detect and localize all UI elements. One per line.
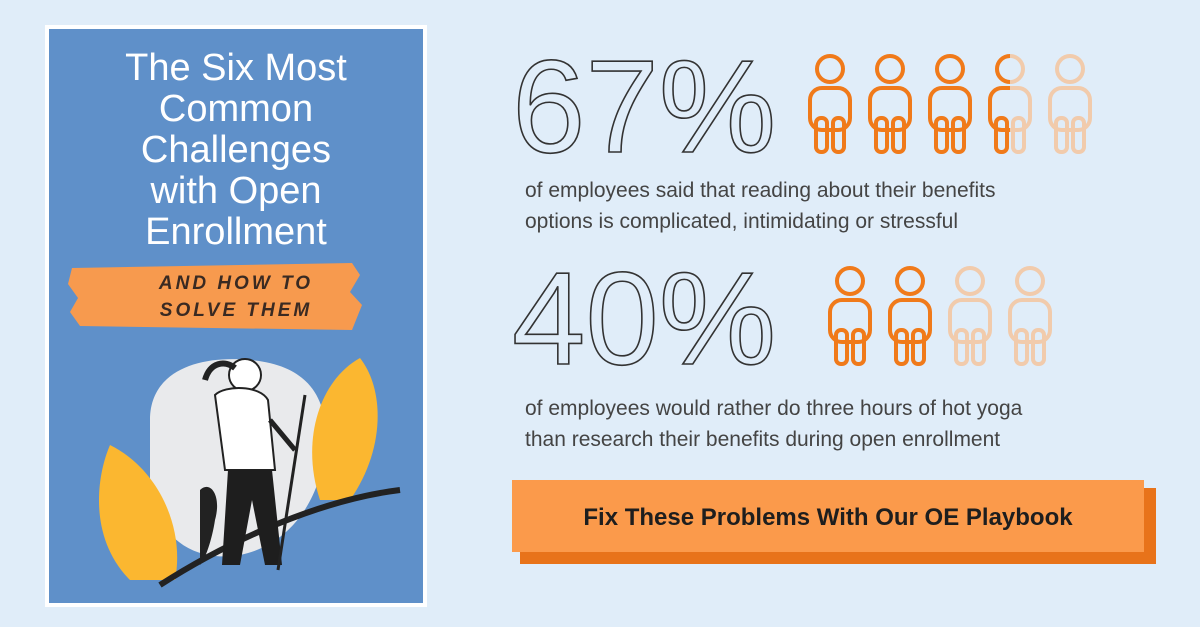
stat-description: than research their benefits during open… — [525, 428, 1000, 451]
person-icon — [1048, 54, 1092, 154]
person-leg — [851, 328, 866, 366]
person-shape — [808, 54, 852, 154]
person-shape — [828, 266, 872, 366]
person-leg — [1071, 116, 1086, 154]
person-body — [928, 86, 972, 132]
button-label[interactable]: Fix These Problems With Our OE Playbook — [583, 504, 1073, 531]
person-body — [888, 298, 932, 344]
person-head — [955, 266, 985, 296]
person-shape — [948, 266, 992, 366]
person-leg — [814, 116, 829, 154]
person-shape — [928, 54, 972, 154]
person-head — [875, 54, 905, 84]
person-shape — [868, 54, 912, 154]
person-leg — [1054, 116, 1069, 154]
illustration — [98, 358, 401, 588]
person-head — [1055, 54, 1085, 84]
person-icon — [1008, 266, 1052, 366]
person-head — [995, 54, 1010, 84]
book-subtitle-line: SOLVE THEM — [160, 300, 312, 321]
person-icon — [888, 266, 932, 366]
person-body — [828, 298, 872, 344]
person-head — [895, 266, 925, 296]
button-face[interactable] — [512, 480, 1144, 552]
person-head — [835, 266, 865, 296]
book-title-line: The Six Most — [125, 47, 347, 89]
book-cover: The Six Most Common Challenges with Open… — [45, 25, 427, 607]
person-icon — [988, 54, 1032, 154]
person-body — [1048, 86, 1092, 132]
book-title-line: Common — [159, 88, 313, 130]
subtitle-ribbon — [68, 263, 362, 330]
person-leg — [894, 328, 909, 366]
person-leg — [934, 116, 949, 154]
cta-button[interactable]: Fix These Problems With Our OE Playbook — [512, 480, 1156, 564]
person-head — [1015, 266, 1045, 296]
book-subtitle-line: AND HOW TO — [158, 273, 313, 294]
person-shape — [1008, 266, 1052, 366]
person-shape — [888, 266, 932, 366]
book-title-line: Challenges — [141, 129, 331, 171]
person-leg — [954, 328, 969, 366]
person-icon — [808, 54, 852, 154]
stat-description: of employees said that reading about the… — [525, 179, 995, 202]
person-leg — [971, 328, 986, 366]
person-body — [948, 298, 992, 344]
book-title-line: Enrollment — [145, 211, 327, 253]
person-icon — [868, 54, 912, 154]
person-leg — [1031, 328, 1046, 366]
person-head — [935, 54, 965, 84]
person-leg — [911, 328, 926, 366]
person-leg — [834, 328, 849, 366]
person-leg — [1011, 116, 1026, 154]
person-shape — [1048, 54, 1092, 154]
book-title-line: with Open — [149, 170, 321, 212]
people-icons — [808, 54, 1092, 154]
person-leg — [831, 116, 846, 154]
people-icons — [828, 266, 1052, 366]
person-leg — [951, 116, 966, 154]
stat-figure: 67% — [512, 33, 776, 180]
person-icon — [948, 266, 992, 366]
person-leg — [1014, 328, 1029, 366]
person-leg — [874, 116, 889, 154]
person-body — [808, 86, 852, 132]
person-body — [1008, 298, 1052, 344]
person-body — [868, 86, 912, 132]
person-icon — [828, 266, 872, 366]
stat-description: of employees would rather do three hours… — [525, 397, 1023, 420]
person-icon — [928, 54, 972, 154]
stat-description: options is complicated, intimidating or … — [525, 210, 958, 233]
person-leg — [891, 116, 906, 154]
person-shape — [988, 54, 1010, 154]
stat-figure: 40% — [512, 245, 776, 392]
person-head — [815, 54, 845, 84]
person-leg — [994, 116, 1009, 154]
person-body — [988, 86, 1010, 132]
